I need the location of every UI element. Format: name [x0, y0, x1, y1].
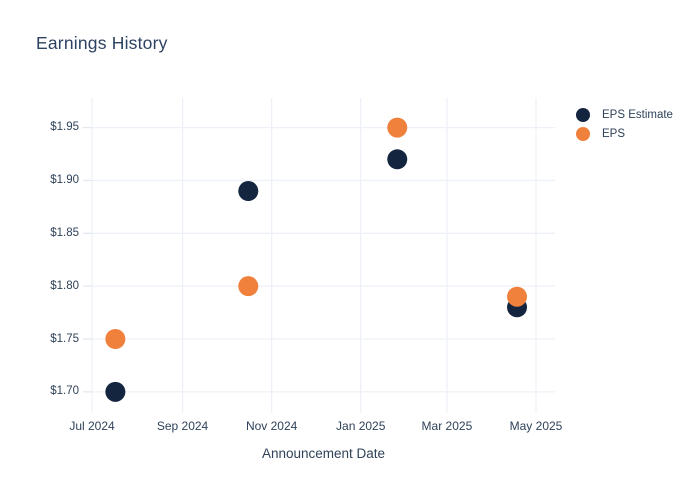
- y-tick-label: $1.85: [50, 226, 79, 239]
- eps-point[interactable]: [238, 276, 259, 297]
- legend-label-eps-estimate: EPS Estimate: [602, 109, 673, 121]
- y-tick-label: $1.90: [50, 173, 79, 186]
- eps-estimate-point[interactable]: [105, 381, 126, 402]
- x-tick-label: May 2025: [509, 419, 563, 433]
- legend: EPS Estimate EPS: [576, 107, 673, 145]
- legend-item-eps-estimate[interactable]: EPS Estimate: [576, 107, 673, 123]
- eps-point[interactable]: [387, 117, 408, 138]
- eps-marker-icon: [576, 127, 590, 141]
- legend-label-eps: EPS: [602, 128, 626, 140]
- x-tick-label: Nov 2024: [245, 419, 298, 433]
- eps-estimate-point[interactable]: [387, 149, 408, 170]
- eps-estimate-marker-icon: [576, 108, 590, 122]
- x-tick-label: Jan 2025: [336, 419, 386, 433]
- eps-estimate-point[interactable]: [238, 181, 259, 202]
- legend-item-eps[interactable]: EPS: [576, 126, 673, 142]
- y-tick-label: $1.70: [50, 385, 79, 398]
- x-tick-label: Sep 2024: [156, 419, 209, 433]
- chart-title: Earnings History: [36, 33, 168, 53]
- x-tick-label: Mar 2025: [421, 419, 473, 433]
- eps-point[interactable]: [105, 329, 126, 350]
- x-axis-title: Announcement Date: [261, 446, 386, 461]
- y-tick-label: $1.95: [50, 121, 79, 134]
- y-tick-label: $1.75: [50, 332, 79, 345]
- y-tick-label: $1.80: [50, 279, 79, 292]
- eps-point[interactable]: [507, 286, 528, 307]
- x-tick-label: Jul 2024: [69, 419, 115, 433]
